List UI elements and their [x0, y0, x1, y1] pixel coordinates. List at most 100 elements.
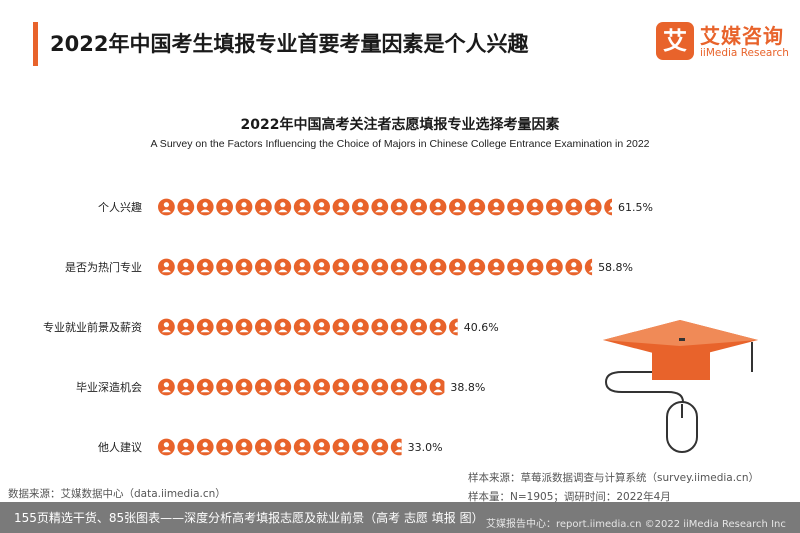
person-icon [429, 378, 445, 396]
graduation-cap-mouse-icon [603, 320, 758, 453]
promo-overlay-text[interactable]: 155页精选干货、85张图表——深度分析高考填报志愿及就业前景（高考 志愿 填报… [14, 511, 484, 525]
person-icon [216, 438, 234, 456]
person-icon [332, 378, 350, 396]
person-icon [177, 198, 195, 216]
person-icon [449, 258, 466, 276]
person-icon [293, 378, 311, 396]
person-icon [293, 438, 311, 456]
person-icon [429, 318, 447, 336]
person-icon [507, 258, 524, 276]
person-icon [604, 198, 612, 216]
person-icon [313, 438, 330, 456]
person-icon [158, 198, 175, 216]
person-icon [371, 378, 389, 396]
person-icon [526, 258, 544, 276]
bar-3 [158, 378, 445, 396]
person-icon [216, 378, 234, 396]
person-icon [352, 258, 369, 276]
page-title: 2022年中国考生填报专业首要考量因素是个人兴趣 [50, 32, 529, 56]
person-icon [332, 438, 350, 456]
iimedia-logo: 艾 艾媒咨询 iiMedia Research [656, 20, 789, 66]
person-icon [487, 258, 505, 276]
person-icon [390, 258, 408, 276]
person-icon [468, 198, 486, 216]
sample-source-note: 样本来源：草莓派数据调查与计算系统（survey.iimedia.cn） [468, 472, 759, 484]
person-icon [196, 318, 214, 336]
person-icon [371, 318, 389, 336]
person-icon [313, 258, 330, 276]
person-icon [352, 318, 369, 336]
person-icon [274, 438, 292, 456]
person-icon [177, 318, 195, 336]
bar-2 [158, 318, 458, 336]
person-icon [352, 438, 369, 456]
person-icon [293, 318, 311, 336]
sample-size-note: 样本量：N=1905；调研时间：2022年4月 [468, 491, 671, 503]
person-icon [177, 258, 195, 276]
value-label: 33.0% [408, 441, 443, 454]
person-icon [371, 198, 389, 216]
person-icon [565, 258, 583, 276]
logo-name-cn: 艾媒咨询 [700, 24, 784, 48]
person-icon [546, 198, 563, 216]
person-icon [158, 318, 175, 336]
person-icon [352, 378, 369, 396]
promo-overlay-bar[interactable]: 155页精选干货、85张图表——深度分析高考填报志愿及就业前景（高考 志愿 填报… [0, 502, 800, 533]
person-icon [274, 198, 292, 216]
person-icon [158, 258, 175, 276]
person-icon [584, 198, 602, 216]
person-icon [235, 378, 253, 396]
person-icon [158, 378, 175, 396]
person-icon [390, 198, 408, 216]
category-label: 他人建议 [98, 440, 142, 454]
value-label: 58.8% [598, 261, 633, 274]
value-label: 61.5% [618, 201, 653, 214]
category-label: 专业就业前景及薪资 [43, 320, 142, 334]
person-icon [293, 258, 311, 276]
person-icon [565, 198, 583, 216]
person-icon [371, 258, 389, 276]
value-label: 40.6% [464, 321, 499, 334]
chart-subtitle: A Survey on the Factors Influencing the … [150, 138, 650, 150]
category-label: 个人兴趣 [98, 200, 142, 214]
person-icon [177, 378, 195, 396]
person-icon [410, 258, 427, 276]
person-icon [332, 318, 350, 336]
person-icon [196, 378, 214, 396]
title-accent-bar [33, 22, 38, 66]
person-icon [313, 378, 330, 396]
person-icon [429, 258, 447, 276]
person-icon [196, 438, 214, 456]
person-icon [352, 198, 369, 216]
person-icon [487, 198, 505, 216]
footer-copyright: 艾媒报告中心：report.iimedia.cn ©2022 iiMedia R… [486, 519, 786, 530]
person-icon [196, 258, 214, 276]
person-icon [507, 198, 524, 216]
person-icon [255, 198, 272, 216]
person-icon [371, 438, 389, 456]
person-icon [313, 198, 330, 216]
person-icon [177, 438, 195, 456]
person-icon [235, 258, 253, 276]
person-icon [410, 198, 427, 216]
person-icon [158, 438, 175, 456]
person-icon [235, 318, 253, 336]
person-icon [274, 318, 292, 336]
data-source-note: 数据来源：艾媒数据中心（data.iimedia.cn） [8, 488, 226, 500]
logo-name-en: iiMedia Research [700, 47, 789, 59]
bar-1 [158, 258, 593, 276]
person-icon [274, 258, 292, 276]
person-icon [584, 258, 593, 276]
person-icon [274, 378, 292, 396]
person-icon [216, 258, 234, 276]
person-icon [196, 198, 214, 216]
logo-mark-icon: 艾 [656, 22, 694, 60]
person-icon [390, 318, 408, 336]
person-icon [216, 318, 234, 336]
value-label: 38.8% [450, 381, 485, 394]
bar-0 [158, 198, 612, 216]
person-icon [546, 258, 563, 276]
person-icon [313, 318, 330, 336]
category-label: 毕业深造机会 [76, 380, 142, 394]
